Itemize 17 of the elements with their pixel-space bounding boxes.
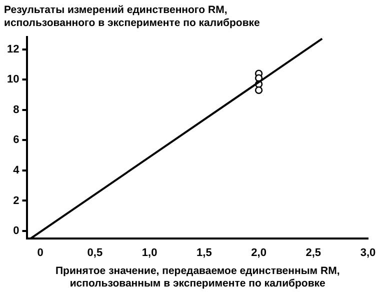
y-axis-title: Результаты измерений единственного RM, использованного в эксперименте по калибровке xyxy=(4,4,260,29)
x-tick-label: 2,0 xyxy=(251,247,266,260)
x-tick-label: 1,0 xyxy=(142,247,158,260)
point xyxy=(254,86,263,94)
y-tick-label: 0 xyxy=(13,225,20,238)
y-tick-label: 2 xyxy=(13,194,20,207)
x-tick-label: 2,5 xyxy=(306,247,322,260)
x-tick-label: 1,5 xyxy=(196,247,212,260)
x-tick-label: 0,5 xyxy=(87,247,103,260)
y-tick-label: 8 xyxy=(13,104,20,116)
y-tick-label: 12 xyxy=(6,43,20,56)
x-tick-label: 3,0 xyxy=(360,247,376,260)
y-tick-label: 4 xyxy=(13,164,20,176)
y-tick-label: 6 xyxy=(13,134,20,146)
x-axis-title: Принятое значение, передаваемое единственным RM, использованным в эксперименте по калибровке xyxy=(56,264,340,290)
y-tick-label: 10 xyxy=(6,74,20,86)
x-tick-label: 0 xyxy=(37,247,44,260)
